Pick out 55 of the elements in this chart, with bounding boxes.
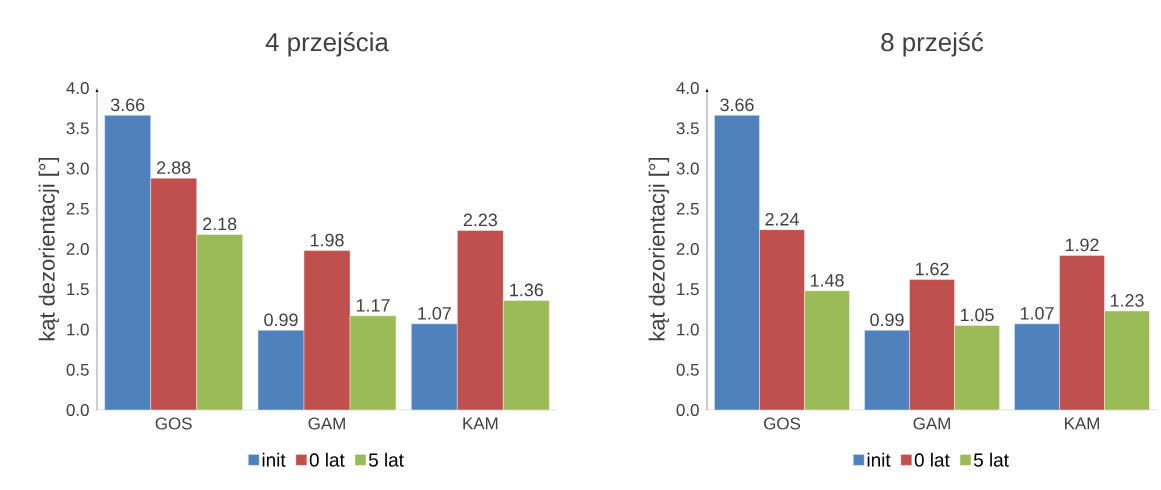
y-tick-label: 0.0: [676, 403, 699, 416]
x-tick-label: KAM: [463, 417, 498, 430]
data-label: 1.07: [418, 306, 451, 320]
chart-title: 8 przejść: [881, 32, 984, 57]
legend-label: 5 lat: [368, 452, 404, 467]
x-tick-label: KAM: [1065, 417, 1099, 430]
y-tick-label: 2.5: [66, 202, 89, 215]
y-tick-label: 3.0: [676, 162, 699, 175]
y-tick-label: 1.5: [677, 283, 699, 296]
data-label: 2.88: [157, 161, 191, 174]
data-label: 1.48: [810, 273, 844, 287]
y-tick-label: 0.5: [66, 363, 89, 376]
legend-label: 0 lat: [914, 452, 950, 467]
y-tick-label: 3.5: [66, 122, 89, 135]
y-axis-title: kąt dezorientacji [°]: [648, 157, 670, 341]
data-label: 2.18: [203, 217, 237, 231]
data-label: 1.36: [510, 283, 544, 297]
data-label: 1.17: [356, 299, 390, 312]
data-label: 0.99: [870, 313, 904, 327]
bar: [303, 250, 351, 410]
legend-label: 0 lat: [309, 452, 345, 467]
bar: [150, 177, 197, 410]
chart-title: 4 przejścia: [265, 32, 389, 57]
y-axis-title: kąt dezorientacji [°]: [38, 157, 60, 341]
x-tick-label: GAM: [913, 417, 950, 430]
y-tick-label: 2.5: [676, 202, 699, 215]
legend-label: init: [867, 452, 891, 467]
y-tick-label: 0.5: [676, 363, 699, 376]
y-tick-label: 2.0: [66, 242, 89, 255]
x-tick-label: GOS: [155, 417, 192, 430]
y-tick-label: 0.0: [66, 403, 89, 416]
data-label: 2.23: [463, 213, 498, 227]
y-tick-label: 1.0: [67, 323, 89, 336]
y-tick-label: 3.5: [676, 122, 699, 135]
y-tick-label: 1.0: [677, 323, 699, 336]
data-label: 1.62: [915, 262, 949, 276]
data-label: 3.66: [720, 98, 754, 112]
legend-label: init: [262, 452, 286, 467]
data-label: 1.07: [1020, 306, 1054, 320]
data-label: 0.99: [264, 313, 298, 327]
data-label: 3.66: [110, 98, 145, 112]
y-tick-label: 4.0: [66, 81, 89, 94]
y-tick-label: 2.0: [676, 242, 699, 255]
data-label: 1.05: [960, 308, 994, 322]
y-tick-label: 1.5: [67, 283, 89, 296]
data-label: 1.23: [1110, 294, 1144, 307]
legend-label: 5 lat: [973, 452, 1009, 467]
data-label: 1.92: [1065, 238, 1099, 252]
y-tick-label: 3.0: [66, 162, 89, 175]
bar: [457, 230, 504, 410]
x-tick-label: GOS: [764, 417, 801, 430]
y-tick-label: 4.0: [676, 81, 699, 94]
x-tick-label: GAM: [308, 417, 345, 430]
data-label: 2.24: [765, 212, 799, 226]
data-label: 1.98: [310, 233, 344, 247]
